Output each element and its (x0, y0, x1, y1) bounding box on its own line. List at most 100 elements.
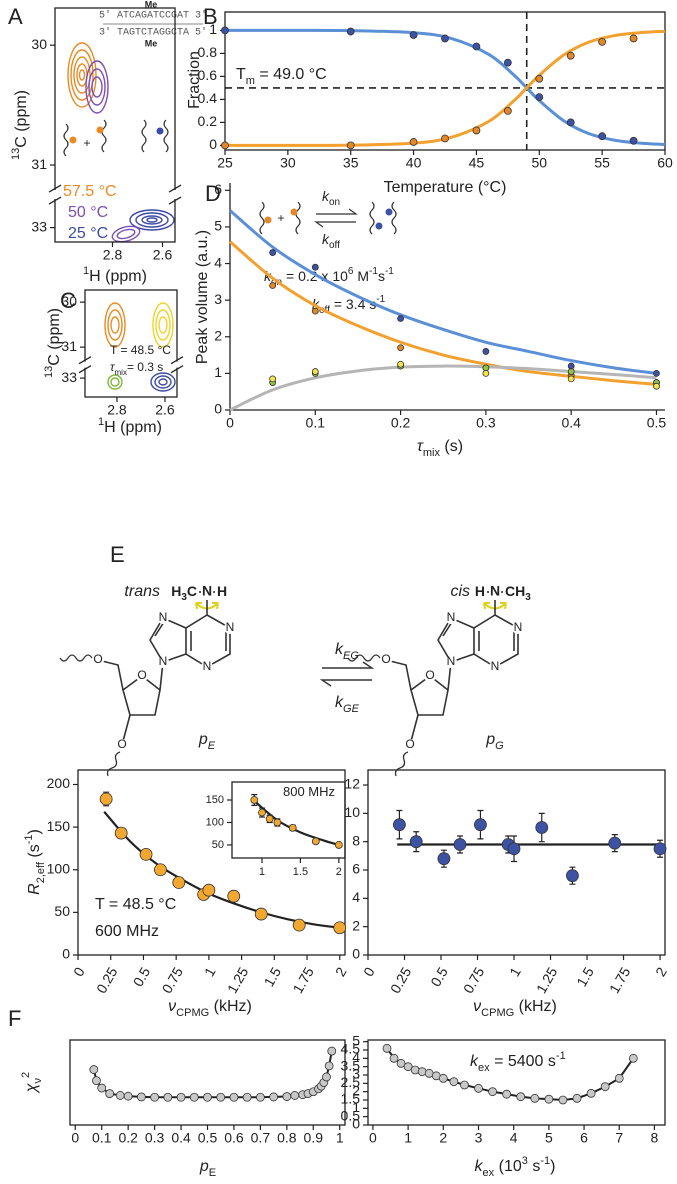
x-tick-label: 1 (404, 1130, 412, 1146)
y-axis-label-part: χ (23, 1083, 40, 1094)
data-point (242, 1092, 252, 1102)
data-point (397, 360, 404, 368)
linker-squiggle (106, 751, 121, 777)
fit-curve (253, 800, 340, 847)
annotation-part: 25 °C (68, 225, 108, 242)
bond (149, 616, 187, 663)
annotation-part: 50 °C (68, 204, 108, 221)
y-tick-label: 33 (31, 218, 47, 234)
x-tick-label: 0.7 (251, 1130, 271, 1146)
data-point (254, 907, 268, 921)
annotation-part: k (470, 1053, 479, 1070)
x-tick-label: 1.5 (293, 866, 308, 878)
data-point (288, 823, 297, 832)
x-tick-label: 5 (545, 1130, 553, 1146)
x-axis-label: νCPMG (kHz) (473, 998, 557, 1019)
series-line (92, 1050, 333, 1099)
y-tick-label: 2 (352, 1082, 360, 1098)
x-tick-label: 0 (226, 415, 234, 431)
y-tick-label: 30 (61, 293, 77, 309)
x-tick-label: 0.9 (304, 1130, 324, 1146)
axis-break-mark (168, 184, 182, 193)
y-tick-label: 0 (62, 946, 70, 962)
y-axis-label: χν2 (20, 1072, 44, 1094)
annotation: 25 °C (68, 225, 108, 242)
annotation-part: = 0.3 s (127, 360, 163, 374)
annotation-part: τ (110, 360, 116, 374)
y-tick-label: 3 (352, 1066, 360, 1082)
annotation-part: off (329, 240, 340, 251)
x-axis-label-part: p (199, 1158, 209, 1175)
annotation: T = 48.5 °C (95, 896, 176, 913)
atom-label: N (226, 620, 235, 634)
y-tick-label: 2 (214, 327, 222, 343)
atom-background (92, 654, 104, 666)
y-tick-label: 0.5 (341, 1107, 361, 1123)
x-tick-label: 0.5 (647, 415, 667, 431)
atom-label: O (425, 668, 434, 682)
x-tick-label: 0.75 (460, 964, 488, 996)
data-point (269, 375, 277, 383)
x-tick-label: 2 (336, 866, 342, 878)
x-tick-label: 0.5 (130, 964, 154, 989)
y-tick-label: 31 (31, 156, 47, 172)
x-axis-label-part: 1 (83, 265, 89, 277)
bond (154, 621, 165, 637)
data-point (334, 841, 343, 849)
data-point (403, 1062, 413, 1072)
data-point (269, 282, 277, 289)
data-point (503, 107, 512, 115)
bond (442, 621, 453, 637)
plot-frame (84, 289, 178, 398)
y-tick-label: 1.5 (341, 1091, 361, 1107)
x-axis-label: νCPMG (kHz) (168, 998, 252, 1019)
x-axis-label: 1H (ppm) (98, 416, 162, 436)
y-tick-label: 4 (352, 1049, 360, 1065)
y-tick-label: 0 (214, 401, 222, 417)
data-point (389, 1053, 399, 1063)
plot-frame (367, 1039, 666, 1126)
bond (473, 600, 519, 668)
data-point (460, 1080, 469, 1090)
x-tick-label: 40 (406, 155, 422, 171)
x-axis-label-part: ν (473, 998, 481, 1015)
data-point (503, 58, 512, 67)
x-axis-label-part: ex (483, 1167, 495, 1179)
data-point (346, 141, 355, 150)
annotation-part: -1 (376, 294, 385, 305)
y-axis-label-part: ) (26, 829, 43, 834)
x-tick-label: 60 (657, 155, 673, 171)
atom-label: O (405, 737, 414, 751)
data-point (572, 1093, 582, 1103)
plot-frame (224, 11, 666, 151)
y-axis-label-part: 13 (10, 148, 22, 160)
x-axis-label-part: -1 (540, 1155, 550, 1167)
annotation: Tm = 49.0 °C (236, 66, 327, 87)
y-tick-label: 0 (209, 136, 217, 152)
y-tick-label: 3 (214, 291, 222, 307)
y-tick-label: 200 (47, 775, 71, 791)
data-point (227, 889, 241, 903)
y-axis-label-part: 2 (20, 1072, 32, 1078)
x-tick-label: 0.4 (561, 415, 581, 431)
data-point (154, 863, 167, 877)
y-axis-label: Fraction (186, 51, 203, 109)
annotation-part: k (312, 296, 320, 312)
data-point (598, 38, 607, 46)
data-point (327, 1046, 337, 1056)
annotation-part: = 3.4 s (330, 296, 376, 312)
x-tick-label: 0.5 (198, 1130, 218, 1146)
y-axis-label-part: Peak volume (a.u.) (194, 230, 211, 364)
x-tick-label: 0 (360, 964, 378, 979)
y-tick-label: 2.5 (341, 1074, 361, 1090)
atom-label: N (447, 654, 456, 668)
data-point (99, 792, 113, 806)
y-tick-label: 8 (352, 832, 360, 848)
y-axis-label-part: 13 (43, 366, 55, 378)
x-axis-label-part: CPMG (176, 1007, 209, 1019)
y-axis-label-part: -1 (23, 834, 35, 844)
y-tick-label: 1 (214, 364, 222, 380)
x-tick-label: 0.1 (92, 1130, 112, 1146)
x-axis-label-part: τ (417, 438, 424, 455)
data-point (409, 31, 418, 39)
